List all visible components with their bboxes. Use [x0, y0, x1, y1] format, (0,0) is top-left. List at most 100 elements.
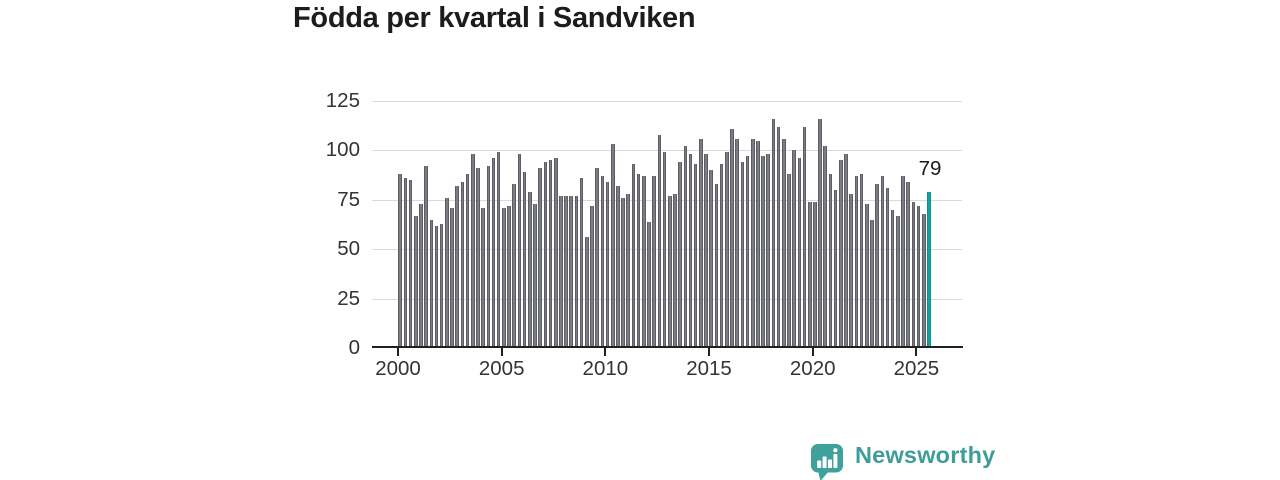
bar — [901, 176, 905, 348]
bar — [476, 168, 480, 348]
bar — [667, 195, 672, 348]
bar — [859, 174, 864, 348]
y-axis-tick-label: 50 — [337, 237, 360, 261]
bar — [782, 138, 786, 348]
bar — [502, 207, 506, 348]
x-axis-tick-label: 2005 — [478, 357, 525, 380]
bar — [470, 154, 475, 348]
bar — [548, 160, 553, 348]
bar — [481, 207, 485, 348]
bar — [756, 140, 760, 348]
bar — [704, 154, 708, 348]
x-axis-tick — [811, 348, 814, 356]
bar — [714, 184, 719, 348]
x-axis-line — [372, 345, 963, 348]
bar — [460, 182, 465, 348]
bar — [745, 156, 750, 348]
bar — [921, 213, 926, 348]
chart-title: Födda per kvartal i Sandviken — [293, 2, 696, 34]
bar — [807, 201, 812, 348]
grid-line — [372, 101, 962, 102]
x-axis-tick — [397, 348, 399, 356]
bar — [616, 185, 620, 348]
bar — [864, 203, 869, 348]
bar — [439, 223, 444, 348]
brand-name: Newsworthy — [855, 442, 996, 468]
bar — [455, 185, 460, 348]
x-axis-tick-label: 2000 — [375, 357, 421, 380]
bar — [450, 207, 454, 348]
bar — [823, 146, 828, 348]
bar — [424, 166, 428, 348]
bar — [662, 152, 667, 348]
y-axis-tick-label: 75 — [337, 187, 360, 211]
bar — [408, 180, 413, 348]
highlight-value-label: 79 — [918, 157, 942, 180]
bar — [621, 197, 625, 348]
bar — [709, 170, 714, 348]
bar — [522, 172, 527, 348]
bar — [870, 219, 874, 348]
x-axis-tick-label: 2020 — [789, 357, 836, 380]
bar — [885, 187, 890, 348]
bar — [610, 144, 615, 348]
bar — [600, 176, 605, 348]
bar — [636, 174, 641, 348]
bar — [528, 191, 532, 348]
bar — [642, 176, 646, 348]
bar — [678, 162, 682, 348]
bar — [657, 134, 662, 348]
grid-line — [372, 199, 962, 201]
bar — [792, 150, 796, 348]
bar — [574, 195, 579, 348]
bar — [673, 193, 677, 348]
bar — [590, 205, 594, 348]
bar — [398, 174, 402, 348]
bar — [486, 166, 491, 348]
x-axis-tick — [604, 348, 607, 356]
bar — [688, 154, 693, 348]
bar — [875, 184, 879, 348]
bar — [517, 154, 522, 348]
bar — [533, 203, 537, 348]
bar — [906, 182, 911, 348]
bar — [890, 209, 895, 348]
x-axis-tick — [500, 348, 503, 356]
bar — [543, 162, 548, 348]
bar — [491, 158, 496, 348]
grid-line — [372, 150, 962, 152]
bar — [724, 152, 729, 348]
bar — [569, 195, 574, 348]
bar — [896, 215, 900, 348]
bar — [761, 156, 765, 348]
bar — [797, 158, 802, 348]
bar — [828, 174, 833, 348]
bar — [465, 174, 470, 348]
x-axis-tick — [915, 348, 918, 356]
x-axis-tick-label: 2025 — [893, 357, 940, 380]
bar — [849, 193, 853, 348]
bar — [512, 184, 517, 348]
bar — [854, 176, 859, 348]
bar — [434, 225, 439, 348]
bar — [719, 164, 724, 348]
bar — [413, 215, 418, 348]
bar — [766, 154, 771, 348]
y-axis-tick-label: 25 — [337, 286, 360, 310]
bar — [507, 205, 511, 348]
bar — [802, 126, 807, 348]
bar — [735, 138, 739, 348]
bar — [419, 203, 423, 348]
bar — [595, 168, 599, 348]
bar — [564, 195, 568, 348]
bar — [553, 158, 558, 348]
bar — [911, 201, 916, 348]
bar — [579, 178, 584, 348]
bar — [538, 168, 542, 348]
bar — [916, 205, 921, 348]
bar — [652, 176, 656, 348]
plot-area — [372, 101, 962, 348]
bar — [818, 118, 822, 348]
bar — [740, 162, 745, 348]
bar — [403, 178, 408, 348]
